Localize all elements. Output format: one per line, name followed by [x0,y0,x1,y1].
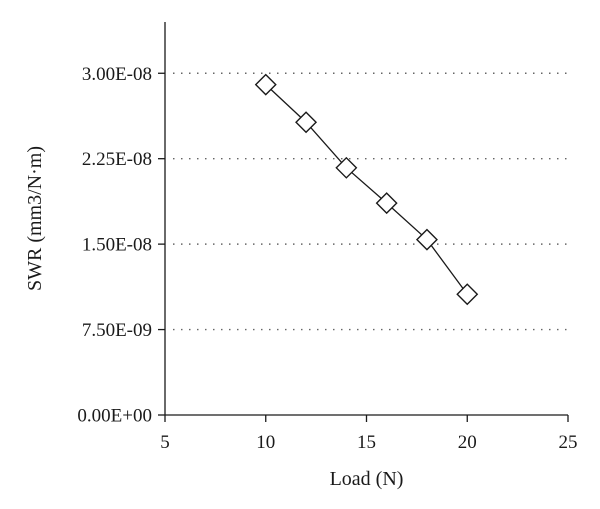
y-tick-label: 0.00E+00 [77,406,152,427]
x-ticks: 5 10 15 20 25 [160,415,578,453]
axes [164,22,568,416]
x-tick-label: 20 [458,432,477,453]
y-tick-label: 1.50E-08 [82,235,152,256]
data-point [335,156,358,179]
data-point [456,283,479,306]
data-point [295,111,318,134]
x-tick-label: 25 [559,432,578,453]
x-tick-label: 10 [256,432,275,453]
x-axis-title: Load (N) [330,468,404,490]
gridlines [173,72,568,331]
data-point [375,192,398,215]
y-tick-label: 3.00E-08 [82,64,152,85]
y-axis-title: SWR (mm3/N·m) [24,146,46,291]
x-tick-label: 15 [357,432,376,453]
data-point [254,73,277,96]
x-tick-label: 5 [160,432,170,453]
y-ticks: 0.00E+00 7.50E-09 1.50E-08 2.25E-08 3.00E-08 [77,64,165,427]
series-line [265,84,468,295]
y-tick-label: 2.25E-08 [82,149,152,170]
y-tick-label: 7.50E-09 [82,320,152,341]
series [254,73,479,306]
data-point [415,228,438,251]
